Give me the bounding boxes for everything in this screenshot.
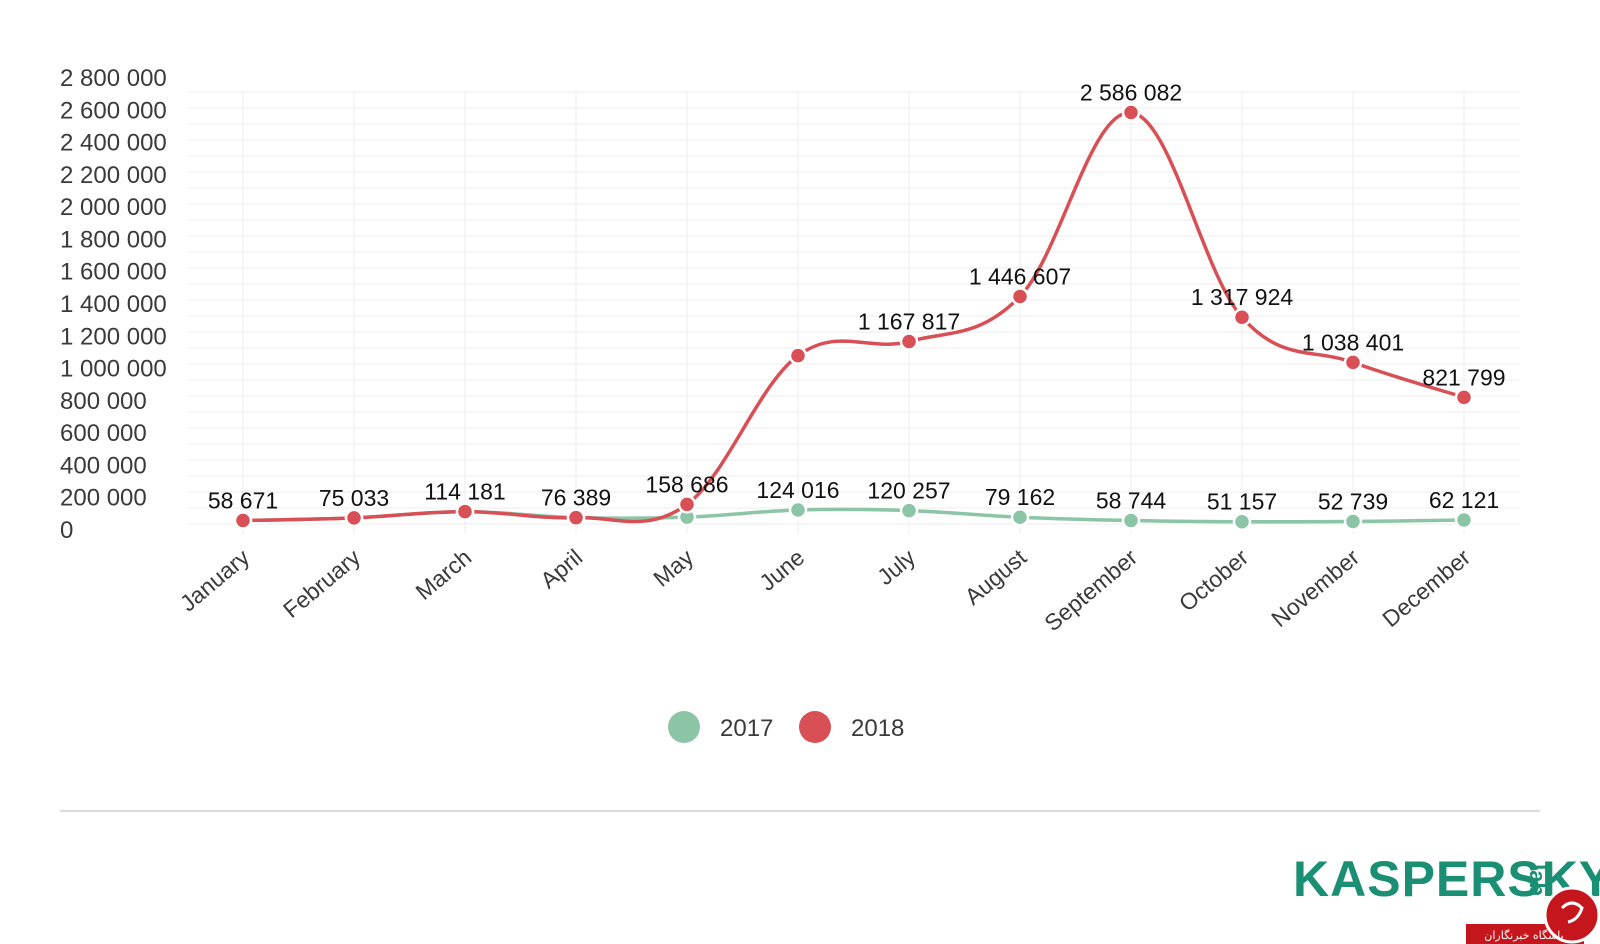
y-tick-label: 1 800 000 bbox=[60, 226, 167, 253]
watermark-glyph-icon bbox=[1560, 901, 1584, 924]
x-tick-label: July bbox=[872, 544, 920, 591]
series-line-2017 bbox=[242, 507, 1465, 524]
data-point-2018 bbox=[899, 332, 919, 351]
x-tick-label: August bbox=[960, 544, 1032, 610]
x-tick-label: May bbox=[648, 544, 698, 592]
y-axis: 0 200 000 400 000 600 000 800 000 1 000 000 1 … bbox=[60, 65, 167, 544]
legend: 2017 2018 bbox=[668, 711, 904, 743]
x-axis: January February March April May June July Augu… bbox=[175, 544, 1476, 637]
data-point-2018 bbox=[233, 511, 253, 530]
data-label-2017: 52 739 bbox=[1318, 488, 1388, 514]
data-label-2018: 821 799 bbox=[1422, 364, 1505, 390]
legend-label-2017: 2017 bbox=[720, 715, 773, 742]
data-point-2018 bbox=[1232, 307, 1252, 327]
data-label-2017: 79 162 bbox=[985, 484, 1055, 510]
y-tick-label: 2 000 000 bbox=[60, 194, 167, 221]
y-tick-label: 2 200 000 bbox=[60, 162, 167, 189]
data-label-2018: 1 317 924 bbox=[1191, 284, 1294, 310]
y-tick-label: 2 600 000 bbox=[60, 97, 167, 124]
data-labels: 58 671 75 033 114 181 76 389 124 016 120 257 7… bbox=[208, 80, 1506, 515]
data-label-2017: 58 671 bbox=[208, 488, 278, 514]
y-tick-label: 1 600 000 bbox=[60, 259, 167, 286]
y-tick-label: 200 000 bbox=[60, 485, 147, 512]
y-tick-label: 1 200 000 bbox=[60, 323, 167, 350]
watermark-text: باشگاه خبرنگاران bbox=[1484, 929, 1563, 942]
x-tick-label: April bbox=[535, 544, 587, 593]
data-point-2018 bbox=[1121, 103, 1141, 122]
data-point-2018 bbox=[677, 495, 697, 514]
data-label-2017: 114 181 bbox=[424, 479, 505, 505]
grid-lines bbox=[188, 91, 1520, 534]
y-tick-label: 400 000 bbox=[60, 452, 147, 479]
data-label-2017: 51 157 bbox=[1207, 489, 1277, 515]
data-label-2018: 1 167 817 bbox=[858, 308, 960, 334]
y-tick-label: 2 800 000 bbox=[60, 65, 167, 92]
logo-wordmark: KASPERSKY bbox=[1293, 851, 1600, 907]
data-point-2017 bbox=[1010, 507, 1030, 527]
logo-suffix: lab bbox=[1525, 864, 1550, 896]
legend-label-2018: 2018 bbox=[851, 715, 904, 742]
data-label-2018: 1 038 401 bbox=[1302, 329, 1404, 355]
x-tick-label: December bbox=[1377, 544, 1475, 632]
y-tick-label: 2 400 000 bbox=[60, 130, 167, 157]
x-tick-label: January bbox=[175, 544, 255, 617]
y-tick-label: 1 400 000 bbox=[60, 291, 167, 318]
data-point-2018 bbox=[566, 508, 586, 527]
y-tick-label: 0 bbox=[60, 517, 73, 544]
data-point-2018 bbox=[1454, 388, 1474, 407]
data-label-2017: 124 016 bbox=[756, 477, 839, 503]
data-label-2018: 158 686 bbox=[645, 471, 728, 497]
data-label-2017: 120 257 bbox=[867, 478, 950, 504]
y-tick-label: 600 000 bbox=[60, 420, 147, 447]
data-label-2017: 75 033 bbox=[319, 485, 389, 511]
x-tick-label: March bbox=[411, 544, 477, 605]
legend-marker-2017 bbox=[668, 711, 700, 743]
y-tick-label: 1 000 000 bbox=[60, 356, 167, 383]
news-watermark: باشگاه خبرنگاران bbox=[1466, 886, 1600, 944]
data-point-2018 bbox=[788, 346, 808, 365]
data-point-2018 bbox=[1010, 287, 1030, 306]
data-point-2017 bbox=[1121, 511, 1141, 530]
data-point-2017 bbox=[1232, 512, 1252, 531]
x-tick-label: September bbox=[1039, 544, 1142, 636]
x-tick-label: October bbox=[1174, 544, 1254, 617]
legend-marker-2018 bbox=[799, 711, 831, 743]
series-layer bbox=[233, 103, 1474, 531]
y-tick-label: 800 000 bbox=[60, 388, 147, 415]
x-tick-label: February bbox=[278, 544, 366, 623]
data-point-2018 bbox=[344, 508, 364, 528]
data-label-2017: 62 121 bbox=[1429, 487, 1499, 513]
data-point-2017 bbox=[1343, 512, 1363, 531]
data-point-2018 bbox=[455, 502, 475, 521]
data-point-2017 bbox=[788, 500, 808, 520]
data-point-2018 bbox=[1343, 353, 1363, 372]
data-point-2017 bbox=[899, 501, 919, 520]
data-label-2017: 76 389 bbox=[541, 485, 611, 511]
data-label-2018: 2 586 082 bbox=[1080, 80, 1182, 106]
watermark-emblem-icon bbox=[1543, 886, 1600, 944]
x-tick-label: November bbox=[1266, 544, 1364, 632]
data-point-2017 bbox=[1454, 510, 1474, 530]
x-tick-label: June bbox=[754, 544, 809, 596]
data-label-2017: 58 744 bbox=[1096, 488, 1167, 514]
data-label-2018: 1 446 607 bbox=[969, 263, 1071, 289]
